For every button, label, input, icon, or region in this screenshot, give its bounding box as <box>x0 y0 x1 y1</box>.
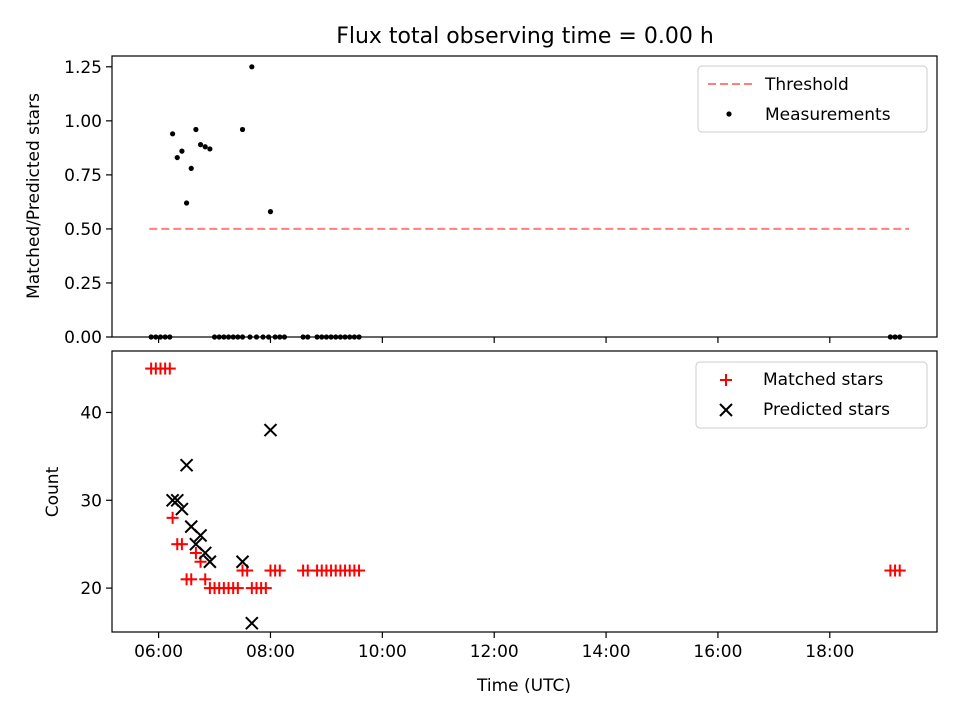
predicted-star-mark-b <box>263 423 278 437</box>
matched-star-point <box>189 546 202 559</box>
bottom-x-tick-label: 12:00 <box>470 642 519 662</box>
matched-star-point <box>163 362 176 375</box>
bottom-x-tick-label: 16:00 <box>693 642 742 662</box>
legend-matched-label: Matched stars <box>763 370 883 390</box>
predicted-star-point <box>235 555 250 569</box>
bottom-y-axis: 20 30 40 <box>80 403 112 599</box>
matched-star-point <box>175 538 188 551</box>
predicted-star-mark-b <box>184 519 198 534</box>
x-axis-label: Time (UTC) <box>476 676 571 696</box>
measurement-point <box>249 64 255 70</box>
predicted-star-point <box>179 458 194 472</box>
top-legend-box <box>697 65 928 133</box>
predicted-star-mark-b <box>189 537 203 551</box>
top-y-tick-label: 0.00 <box>64 328 102 348</box>
predicted-star-point <box>193 528 208 543</box>
measurement-point <box>207 146 213 152</box>
top-y-axis: 0.00 0.25 0.50 0.75 1.00 1.25 <box>64 58 112 348</box>
bottom-x-tick-label: 06:00 <box>134 642 183 662</box>
predicted-star-mark-b <box>245 616 259 630</box>
measurement-point <box>197 142 204 148</box>
matched-star-point <box>231 582 244 595</box>
top-x-axis <box>158 337 831 343</box>
bottom-plot-data <box>145 362 906 630</box>
bottom-x-axis: 06:00 08:00 10:00 12:00 14:00 16:00 18:00 <box>134 632 854 662</box>
measurement-point <box>188 165 194 171</box>
matched-star-point <box>353 564 366 577</box>
predicted-star-mark-b <box>203 555 217 569</box>
top-y-tick-label: 0.75 <box>64 166 102 186</box>
measurement-point <box>202 144 208 150</box>
predicted-star-point <box>175 502 189 516</box>
legend-matched-swatch <box>720 374 732 386</box>
predicted-star-mark-b <box>193 528 208 543</box>
bottom-legend-box <box>695 361 928 429</box>
legend-measurements-label: Measurements <box>765 105 891 125</box>
bottom-legend: Matched stars Predicted stars <box>695 361 928 429</box>
top-plot-data <box>148 64 910 340</box>
top-y-tick-label: 1.25 <box>64 58 102 78</box>
matched-star-point <box>199 573 212 586</box>
predicted-star-point <box>170 493 184 507</box>
predicted-star-mark-b <box>179 458 194 472</box>
legend-predicted-swatch <box>719 403 733 417</box>
measurement-point <box>179 148 185 154</box>
matched-star-point <box>893 564 906 577</box>
predicted-star-point <box>245 616 259 630</box>
bottom-y-tick-label: 40 <box>80 403 102 423</box>
top-y-axis-label: Matched/Predicted stars <box>24 93 44 299</box>
measurement-point <box>169 131 176 137</box>
measurement-point <box>267 209 274 215</box>
matched-star-point <box>259 582 272 595</box>
bottom-plot-frame <box>111 350 938 633</box>
top-y-tick-label: 0.50 <box>64 220 102 240</box>
matched-star-point <box>185 573 198 586</box>
top-legend: Threshold Measurements <box>697 65 928 133</box>
measurement-point <box>193 126 199 133</box>
top-y-tick-label: 1.00 <box>64 112 102 132</box>
predicted-star-mark-b <box>165 493 180 507</box>
bottom-x-tick-label: 18:00 <box>805 642 854 662</box>
bottom-y-tick-label: 20 <box>80 579 102 599</box>
predicted-star-point <box>263 423 278 437</box>
predicted-star-point <box>203 555 217 569</box>
legend-threshold-label: Threshold <box>764 75 849 95</box>
bottom-x-tick-label: 14:00 <box>582 642 631 662</box>
predicted-star-mark-b <box>175 502 189 516</box>
legend-measurements-swatch <box>726 111 732 117</box>
bottom-y-axis-label: Count <box>43 466 63 517</box>
matched-star-point <box>273 564 286 577</box>
measurement-point <box>239 126 246 133</box>
chart-title: Flux total observing time = 0.00 h <box>336 24 714 49</box>
matched-star-point <box>166 511 179 524</box>
measurement-point <box>183 200 190 206</box>
predicted-star-mark-b <box>198 546 212 560</box>
predicted-star-point <box>198 546 212 560</box>
measurement-point <box>174 154 180 161</box>
predicted-star-mark-b <box>235 555 250 569</box>
bottom-x-tick-label: 10:00 <box>358 642 407 662</box>
top-y-tick-label: 0.25 <box>64 274 102 294</box>
legend-predicted-label: Predicted stars <box>763 400 890 420</box>
predicted-star-mark-b <box>170 493 184 507</box>
bottom-x-tick-label: 08:00 <box>246 642 295 662</box>
bottom-y-tick-label: 30 <box>80 491 102 511</box>
top-plot-frame <box>111 55 938 338</box>
